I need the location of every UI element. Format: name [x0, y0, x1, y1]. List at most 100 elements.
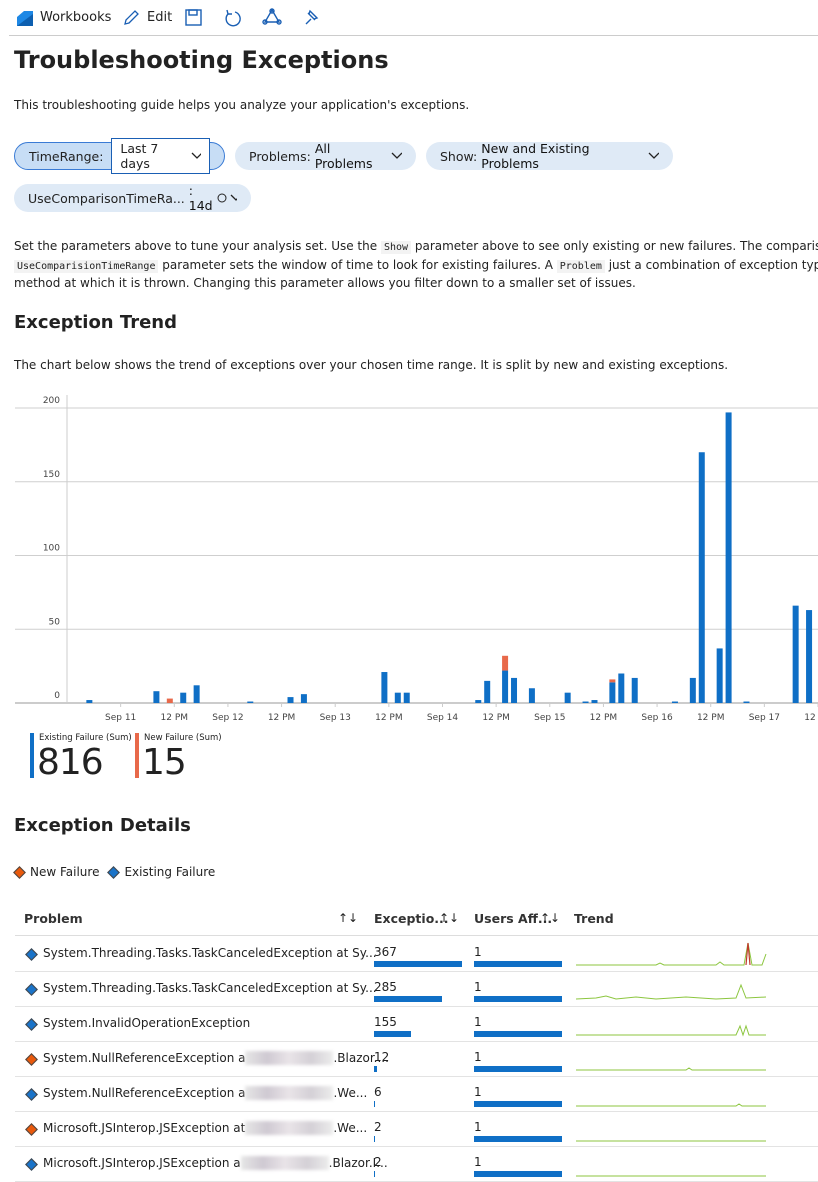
sparkline — [576, 983, 767, 1000]
x-tick-label: Sep 14 — [427, 713, 459, 723]
comparison-param[interactable]: UseComparisonTimeRa...: 14d — [14, 183, 251, 213]
bar — [725, 412, 732, 703]
x-tick-label: Sep 15 — [534, 713, 565, 723]
x-tick-label: 12 PM — [375, 713, 403, 723]
bar — [609, 679, 616, 683]
users-bar — [474, 961, 562, 967]
toolbar-edit[interactable]: Edit — [147, 10, 173, 25]
legend-item: New Failure — [13, 865, 100, 879]
trend-sparkline — [576, 1067, 766, 1071]
trend-sparkline — [576, 1024, 766, 1037]
param-value: Last 7 days — [120, 141, 159, 171]
tile-value: 15 — [142, 742, 187, 783]
exceptions-value: 6 — [374, 1085, 382, 1099]
toolbar-divider — [9, 35, 818, 36]
exceptions-value: 367 — [374, 945, 397, 959]
bar — [502, 655, 509, 671]
bar — [180, 692, 187, 703]
problem-cell: Microsoft.JSInterop.JSException at .We... — [43, 1121, 367, 1135]
exceptions-value: 2 — [374, 1120, 382, 1134]
users-value: 1 — [474, 1015, 482, 1029]
header-divider — [15, 935, 818, 936]
x-tick-label: 12 PM — [482, 713, 510, 723]
exceptions-bar — [374, 996, 443, 1002]
tile-label: New Failure (Sum) — [144, 733, 222, 743]
column-header[interactable]: Problem — [24, 911, 83, 926]
bar — [247, 701, 254, 703]
bar — [153, 691, 160, 703]
x-tick-label: Sep 11 — [105, 713, 136, 723]
problem-text: Microsoft.JSInterop.JSException a — [43, 1156, 241, 1170]
section-heading: Exception Trend — [14, 312, 177, 333]
trend-sparkline — [576, 983, 767, 1000]
bar — [698, 452, 705, 703]
y-tick-label: 150 — [43, 470, 60, 480]
redacted — [245, 1051, 334, 1065]
chevron — [217, 193, 237, 203]
column-header[interactable]: Exceptio... — [374, 911, 449, 926]
problem-text: System.NullReferenceException a — [43, 1086, 246, 1100]
table-row — [15, 1006, 818, 1042]
legend-label: Existing Failure — [124, 865, 216, 879]
time-range-param[interactable]: TimeRange: Last 7 days — [14, 138, 225, 174]
bar — [591, 700, 598, 703]
x-tick-label: 12 PM — [590, 713, 618, 723]
bar — [86, 700, 93, 703]
param-label: Show: — [440, 148, 478, 164]
exceptions-value: 285 — [374, 980, 397, 994]
exceptions-bar — [374, 961, 462, 967]
show-param[interactable]: Show: New and Existing Problems — [426, 141, 673, 171]
chevron — [391, 152, 402, 159]
toolbar-app[interactable]: Workbooks — [40, 10, 112, 25]
column-header[interactable]: Trend — [574, 911, 614, 926]
sparkline — [576, 1024, 766, 1037]
exceptions-bar — [374, 1066, 377, 1072]
x-tick-label: Sep 12 — [212, 713, 243, 723]
users-value: 1 — [474, 1050, 482, 1064]
exceptions-value: 2 — [374, 1155, 382, 1169]
workbooks-icon — [17, 11, 33, 26]
tile-label: Existing Failure (Sum) — [39, 733, 132, 743]
bar — [806, 610, 813, 703]
section-heading: Exception Details — [14, 815, 191, 836]
x-tick-label: Sep 17 — [749, 713, 780, 723]
sort-icon: ↑↓ — [439, 911, 460, 925]
trend-sparkline — [576, 1103, 766, 1107]
table-row — [15, 971, 818, 1007]
text: Set the parameters above to tune your an… — [14, 239, 381, 253]
problem-cell: System.InvalidOperationException — [43, 1016, 250, 1030]
problem-text: .Blazor.... — [333, 1051, 389, 1065]
bar — [564, 692, 571, 703]
y-tick-label: 0 — [54, 691, 60, 701]
table-row — [15, 936, 818, 972]
bar — [609, 682, 616, 703]
code: Show — [380, 241, 412, 254]
tile-bar — [30, 733, 34, 778]
text: just a combination of exception type a — [604, 258, 818, 272]
trend-sparkline — [576, 1175, 766, 1177]
users-value: 1 — [474, 1120, 482, 1134]
sparkline — [576, 942, 767, 966]
table-row — [15, 1111, 818, 1147]
edit-icon[interactable] — [122, 9, 140, 27]
tile-bar — [135, 733, 139, 778]
bar — [582, 701, 589, 703]
problems-param[interactable]: Problems: All Problems — [235, 141, 416, 171]
param-value: New and Existing Problems — [481, 141, 590, 171]
bar — [716, 648, 723, 703]
bar — [300, 694, 307, 703]
code: Problem — [556, 260, 605, 273]
legend-label: New Failure — [30, 865, 100, 879]
toolbar-icons[interactable] — [184, 8, 334, 28]
users-bar — [474, 1136, 562, 1142]
bar — [166, 698, 173, 703]
bar — [792, 605, 799, 703]
column-header[interactable]: Users Aff... — [474, 911, 553, 926]
tile-value: 816 — [37, 742, 104, 783]
param-label: TimeRange: — [29, 148, 104, 164]
dropdown[interactable]: Last 7 days — [111, 138, 210, 174]
problem-text: System.InvalidOperationException — [43, 1016, 251, 1030]
legend: New Failure Existing Failure — [13, 865, 216, 879]
problem-text: Microsoft.JSInterop.JSException at — [43, 1121, 246, 1135]
legend-item: Existing Failure — [107, 865, 216, 879]
